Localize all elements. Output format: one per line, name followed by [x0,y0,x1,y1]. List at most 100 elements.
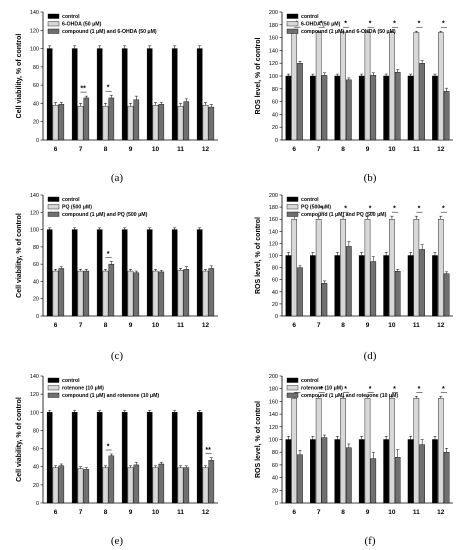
bar [71,48,78,141]
legend-swatch [286,377,299,383]
bar [413,32,420,141]
x-tick-label: 8 [104,146,108,153]
bar [121,48,128,141]
bar [108,455,115,504]
x-tick-label: 11 [177,509,184,516]
legend-swatch [47,377,60,383]
y-tick-label: 160 [269,217,278,223]
bar [364,32,371,141]
y-tick-label: 120 [269,61,278,67]
y-tick-label: 60 [33,447,39,453]
bar [52,105,59,141]
bar [58,268,65,317]
x-tick-label: 8 [341,146,345,153]
bar [127,467,134,504]
panel-label: (b) [364,172,377,184]
chart-panel: 0 20 40 60 80 100 120 140 Cell viability, % of c… [16,193,218,362]
bar [133,272,140,317]
bar [121,412,128,504]
legend-label: compound (1 μM) and rotenone (10 μM) [62,393,159,399]
y-tick-label: 140 [30,374,39,380]
significance-marker: * [320,21,323,28]
bar [334,255,341,317]
bar [77,468,84,504]
bar [437,32,444,141]
legend-swatch [286,211,299,217]
legend-swatch [286,13,299,19]
bar [334,75,341,141]
significance-marker: * [418,206,421,213]
bar [158,463,165,504]
bar [310,255,316,317]
bar [158,271,165,317]
bar [208,268,215,317]
legend-swatch [47,28,60,34]
y-tick-label: 100 [269,254,278,260]
bar [202,105,209,141]
x-tick-label: 6 [292,322,296,329]
significance-marker: * [393,386,396,393]
x-tick-label: 11 [177,322,184,329]
y-tick-label: 40 [272,112,278,118]
chart-panel: 0 20 40 60 80 100 120 140 160 180 200 ROS level, % … [255,193,453,362]
y-tick-label: 100 [30,410,39,416]
bar [121,229,128,317]
bar [108,263,115,317]
bar [419,249,425,317]
y-axis-title: Cell viability, % of control [16,213,23,298]
legend-swatch [47,211,60,217]
bar [146,229,153,317]
significance-marker: * [393,206,396,213]
x-tick-label: 9 [129,509,133,516]
bar [364,218,371,317]
bar [394,271,401,317]
bar [297,454,303,504]
bar [407,255,414,317]
y-axis-title: ROS level, % of control [255,217,262,294]
x-tick-label: 9 [129,322,133,329]
legend-swatch [286,28,299,34]
x-tick-label: 7 [317,146,321,153]
significance-marker: ** [205,447,211,454]
legend-label: control [301,378,319,384]
bar [407,75,414,141]
y-tick-label: 80 [33,65,39,71]
x-tick-label: 10 [152,146,160,153]
bar [291,32,298,141]
bar [127,105,134,141]
x-tick-label: 12 [437,146,445,153]
y-tick-label: 80 [33,245,39,251]
legend-swatch [286,196,299,202]
x-tick-label: 6 [292,146,296,153]
legend-swatch [47,21,60,27]
x-tick-label: 8 [341,509,345,516]
bar [177,269,184,317]
bar [432,75,438,141]
y-tick-label: 60 [272,100,278,106]
y-tick-label: 100 [269,74,278,80]
bar [146,48,153,141]
y-tick-label: 40 [272,476,278,482]
y-tick-label: 20 [33,297,39,303]
bar [383,255,389,317]
bar [358,439,365,504]
bar [321,283,328,317]
bar [102,270,109,317]
y-tick-label: 140 [30,10,39,16]
bar [370,458,377,504]
bar [315,218,322,317]
legend-label: compound (1 μM) and PQ (500 μM) [301,212,387,218]
x-tick-label: 11 [413,322,420,329]
significance-marker: * [442,386,445,393]
bar [102,467,109,504]
y-tick-label: 200 [269,374,278,380]
x-tick-label: 11 [177,146,184,153]
legend-swatch [47,392,60,398]
legend-label: control [301,197,319,203]
legend-swatch [286,385,299,391]
y-tick-label: 80 [272,266,278,272]
y-tick-label: 40 [272,290,278,296]
y-tick-label: 40 [33,279,39,285]
bar [58,465,65,504]
legend-label: control [62,197,80,203]
